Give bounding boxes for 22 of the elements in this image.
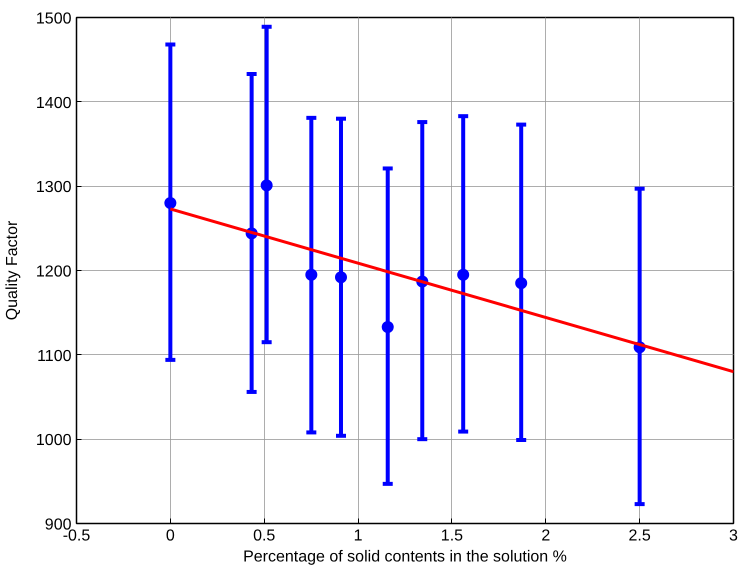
y-tick-label: 1500 [36,10,72,28]
point [260,179,273,192]
y-tick-label: 1000 [36,432,72,450]
y-tick-label: 1400 [36,94,72,112]
x-tick-label: 2.5 [628,528,651,544]
x-tick-label: 0 [166,528,175,544]
y-tick-label: 1300 [36,179,72,196]
y-tick-label: 1200 [36,264,72,280]
x-tick-label: 1 [354,528,363,544]
point [515,277,528,290]
point [305,268,318,281]
point [334,271,347,284]
y-tick-label: 1100 [37,348,72,365]
point [382,321,394,333]
point [457,268,470,281]
x-tick-label: 3 [729,528,738,544]
x-tick-label: 0.5 [253,528,276,544]
x-axis-title: Percentage of solid contents in the solution % [243,548,567,566]
y-axis-title: Quality Factor [4,220,21,320]
x-tick-label: 2 [541,528,550,544]
x-tick-label: 1.5 [440,528,464,544]
point [164,197,176,210]
